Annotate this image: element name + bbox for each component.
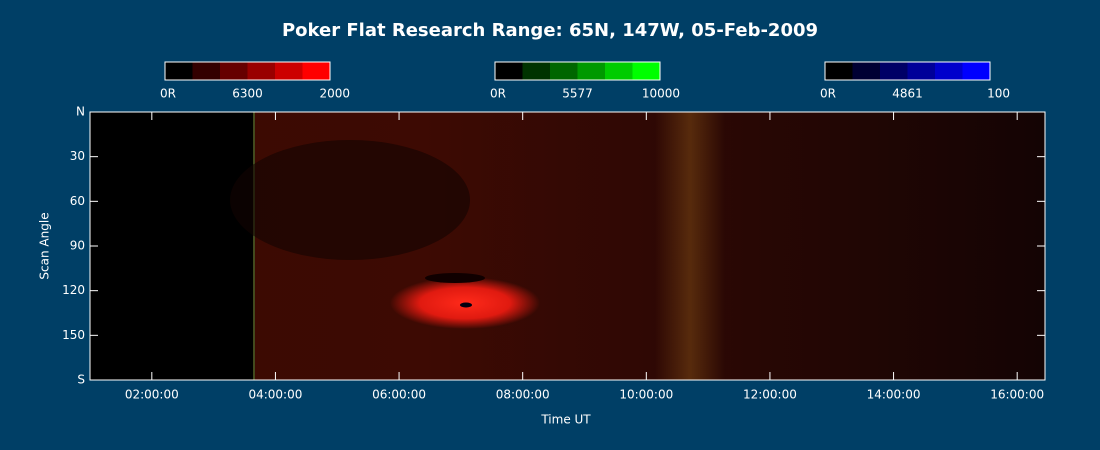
colorbar-min: 0R (160, 87, 176, 101)
colorbar-max: 10000 (642, 87, 680, 101)
colorbar-line: 4861 (892, 87, 923, 101)
colorbar-swatch (165, 62, 193, 80)
y-tick-label: N (76, 105, 85, 119)
colorbar-line: 5577 (562, 87, 593, 101)
colorbar-frame (164, 61, 331, 81)
x-tick-label: 16:00:00 (990, 388, 1044, 402)
colorbar-max: 2000 (319, 87, 350, 101)
colorbar-max: 100 (987, 87, 1010, 101)
x-tick-label: 04:00:00 (248, 388, 302, 402)
colorbar-frame (494, 61, 661, 81)
colorbar-swatch (605, 62, 633, 80)
colorbar-frame (824, 61, 991, 81)
colorbar-swatch (852, 62, 880, 80)
colorbar-swatch (220, 62, 248, 80)
x-axis-label: Time UT (540, 413, 591, 427)
y-tick-label: 60 (70, 194, 85, 208)
colorbar-swatch (275, 62, 303, 80)
colorbar-min: 0R (820, 87, 836, 101)
colorbar-swatch (302, 62, 330, 80)
colorbar-swatch (577, 62, 605, 80)
colorbar-swatch (825, 62, 853, 80)
keogram-image (90, 112, 1045, 380)
chart-title: Poker Flat Research Range: 65N, 147W, 05… (282, 20, 818, 41)
y-axis-label: Scan Angle (38, 212, 52, 279)
x-tick-label: 14:00:00 (867, 388, 921, 402)
colorbar-swatch (907, 62, 935, 80)
x-tick-label: 06:00:00 (372, 388, 426, 402)
colorbar-swatch (247, 62, 275, 80)
x-tick-label: 12:00:00 (743, 388, 797, 402)
colorbar-swatch (935, 62, 963, 80)
colorbar-swatch (632, 62, 660, 80)
colorbar-swatch (522, 62, 550, 80)
colorbar-swatch (495, 62, 523, 80)
colorbar-swatch (192, 62, 220, 80)
colorbar-swatch (962, 62, 990, 80)
y-tick-label: S (77, 373, 85, 387)
x-tick-label: 08:00:00 (496, 388, 550, 402)
colorbar-min: 0R (490, 87, 506, 101)
colorbar-swatch (880, 62, 908, 80)
x-tick-label: 10:00:00 (619, 388, 673, 402)
y-tick-label: 30 (70, 149, 85, 163)
y-tick-label: 150 (62, 328, 85, 342)
y-tick-label: 120 (62, 283, 85, 297)
y-tick-label: 90 (70, 239, 85, 253)
colorbar-swatch (550, 62, 578, 80)
colorbar-line: 6300 (232, 87, 263, 101)
x-tick-label: 02:00:00 (125, 388, 179, 402)
